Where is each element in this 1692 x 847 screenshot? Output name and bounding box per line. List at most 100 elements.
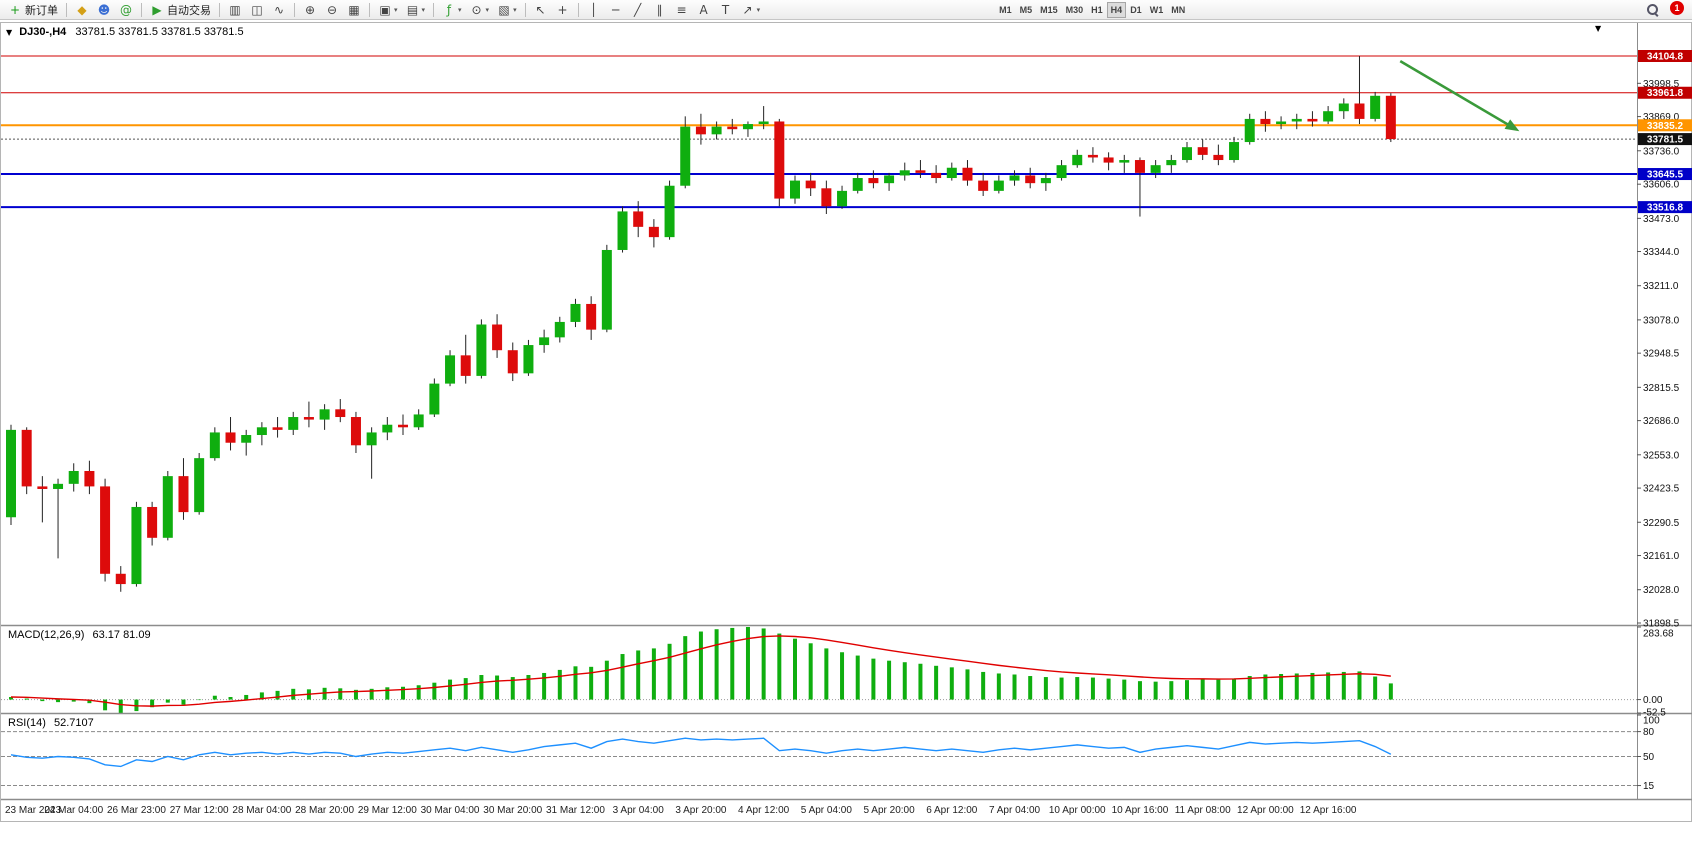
mql5-icon: @ <box>120 2 132 17</box>
time-axis-label: 5 Apr 04:00 <box>801 805 853 816</box>
arrows-button[interactable]: ↗ ▾ <box>737 1 765 19</box>
macd-name: MACD(12,26,9) <box>8 629 85 641</box>
line-chart-button[interactable]: ∿ <box>268 1 290 19</box>
ideas-button[interactable]: ◆ <box>71 1 93 19</box>
time-axis-label: 26 Mar 23:00 <box>107 805 166 816</box>
timeframe-button-h4[interactable]: H4 <box>1106 1 1127 18</box>
trend-arrow-annotation[interactable] <box>1399 59 1520 132</box>
time-axis-label: 30 Mar 04:00 <box>421 805 480 816</box>
time-axis-label: 10 Apr 16:00 <box>1112 805 1169 816</box>
indicators-button[interactable]: ƒ ▾ <box>438 1 466 19</box>
price-tick-label: 33998.5 <box>1643 79 1680 90</box>
chart-shift-marker[interactable]: ▼ <box>1595 24 1602 33</box>
collapse-icon[interactable]: ▼ <box>6 28 13 37</box>
time-axis-label: 29 Mar 12:00 <box>358 805 417 816</box>
text-label-button[interactable]: T <box>715 1 737 19</box>
community-icon: ☻ <box>97 2 111 17</box>
timeframe-button-m15[interactable]: M15 <box>1036 2 1062 18</box>
profiles-icon: ▤ <box>406 2 419 17</box>
new-order-button[interactable]: + 新订单 <box>4 1 62 19</box>
autotrade-button[interactable]: ▶ 自动交易 <box>146 1 215 19</box>
zoom-out-button[interactable]: ⊖ <box>321 1 343 19</box>
new-chart-button[interactable]: ▣ ▾ <box>374 1 402 19</box>
toolbar-buttons: + 新订单 ◆ ☻ @ ▶ 自动交易 ▥ ◫ ∿ ⊕ ⊖ ▦ ▣ ▾ ▤ ▾ ƒ ▾ ⊙ ▾ ▧ ▾ ↖ + │ ─ ╱ ∥ ≡ A T ↗ ▾ <box>4 1 764 19</box>
arrows-icon: ↗ <box>742 2 753 17</box>
rsi-value: 52.7107 <box>53 717 94 729</box>
price-tick-label: 31898.5 <box>1643 619 1680 630</box>
candlestick-chart-icon: ◫ <box>251 2 263 17</box>
mql5-button[interactable]: @ <box>115 1 137 19</box>
periods-button[interactable]: ⊙ ▾ <box>466 1 494 19</box>
search-button[interactable] <box>1642 1 1663 19</box>
time-axis-label: 3 Apr 20:00 <box>675 805 727 816</box>
bar-chart-button[interactable]: ▥ <box>224 1 246 19</box>
price-badge-label: 33961.8 <box>1647 88 1684 99</box>
fibonacci-button[interactable]: ≡ <box>671 1 693 19</box>
dropdown-arrow-icon: ▾ <box>756 5 761 14</box>
templates-button[interactable]: ▧ ▾ <box>493 1 521 19</box>
toolbar-separator <box>294 2 295 17</box>
price-badge-label: 34104.8 <box>1647 52 1684 63</box>
trendline-button[interactable]: ╱ <box>627 1 649 19</box>
price-tick-label: 32686.0 <box>1643 416 1680 427</box>
chart-symbol-period: DJ30-,H4 <box>19 26 67 38</box>
dropdown-arrow-icon: ▾ <box>394 5 398 14</box>
zoom-in-icon: ⊕ <box>304 2 316 17</box>
macd-axis-label: 0.00 <box>1643 695 1663 706</box>
tile-windows-button[interactable]: ▦ <box>343 1 365 19</box>
cursor-button[interactable]: ↖ <box>530 1 552 19</box>
macd-values: 63.17 81.09 <box>92 629 151 641</box>
crosshair-button[interactable]: + <box>552 1 574 19</box>
timeframe-button-w1[interactable]: W1 <box>1146 2 1168 18</box>
price-tick-label: 33736.0 <box>1643 146 1680 157</box>
timeframe-button-m30[interactable]: M30 <box>1062 2 1088 18</box>
macd-label: MACD(12,26,9) 63.17 81.09 <box>8 629 151 641</box>
price-badge <box>1638 133 1692 146</box>
price-tick-label: 32028.0 <box>1643 585 1680 596</box>
macd-axis-label: -52.5 <box>1643 708 1666 719</box>
toolbar-separator <box>219 2 220 17</box>
toolbar-separator <box>369 2 370 17</box>
zoom-in-button[interactable]: ⊕ <box>299 1 321 19</box>
vertical-line-icon: │ <box>589 2 598 17</box>
timeframe-button-h1[interactable]: H1 <box>1087 2 1107 18</box>
new-order-label: 新订单 <box>25 4 58 17</box>
notification-badge[interactable]: 1 <box>1670 0 1684 15</box>
horizontal-line-icon: ─ <box>611 2 620 17</box>
timeframe-button-m5[interactable]: M5 <box>1016 2 1037 18</box>
profiles-button[interactable]: ▤ ▾ <box>402 1 430 19</box>
price-badge <box>1638 119 1692 132</box>
trendline-icon: ╱ <box>633 2 642 17</box>
timeframe-button-d1[interactable]: D1 <box>1126 2 1146 18</box>
line-chart-icon: ∿ <box>273 2 285 17</box>
time-axis-label: 3 Apr 04:00 <box>613 805 665 816</box>
horizontal-line-button[interactable]: ─ <box>605 1 627 19</box>
chart-window: 33998.5 33869.0 33736.0 33606.0 33473.0 33344… <box>0 22 1692 822</box>
rsi-axis-label: 15 <box>1643 781 1655 792</box>
time-axis-label: 23 Mar 2023 <box>5 805 62 816</box>
community-button[interactable]: ☻ <box>93 1 115 19</box>
timeframe-button-m1[interactable]: M1 <box>995 2 1016 18</box>
text-button[interactable]: A <box>693 1 715 19</box>
candlestick-chart-button[interactable]: ◫ <box>246 1 268 19</box>
time-axis-label: 6 Apr 12:00 <box>926 805 978 816</box>
channel-button[interactable]: ∥ <box>649 1 671 19</box>
dropdown-arrow-icon: ▾ <box>485 5 490 14</box>
vertical-line-button[interactable]: │ <box>583 1 605 19</box>
time-axis-label: 31 Mar 12:00 <box>546 805 605 816</box>
price-tick-label: 33211.0 <box>1643 281 1679 292</box>
time-axis-label: 4 Apr 12:00 <box>738 805 790 816</box>
bar-chart-icon: ▥ <box>229 2 241 17</box>
timeframe-button-mn[interactable]: MN <box>1167 2 1189 18</box>
tile-windows-icon: ▦ <box>348 2 360 17</box>
price-tick-label: 33869.0 <box>1643 112 1680 123</box>
price-tick-label: 33606.0 <box>1643 180 1680 191</box>
chart-canvas[interactable]: 33998.5 33869.0 33736.0 33606.0 33473.0 33344… <box>1 23 1692 823</box>
support-resistance-lines[interactable] <box>1 55 1637 209</box>
price-axis[interactable]: 33998.5 33869.0 33736.0 33606.0 33473.0 33344… <box>1637 50 1692 630</box>
rsi-label: RSI(14) 52.7107 <box>8 717 94 729</box>
time-axis-label: 12 Apr 16:00 <box>1300 805 1357 816</box>
price-tick-label: 33473.0 <box>1643 214 1680 225</box>
dropdown-arrow-icon: ▾ <box>421 5 426 14</box>
